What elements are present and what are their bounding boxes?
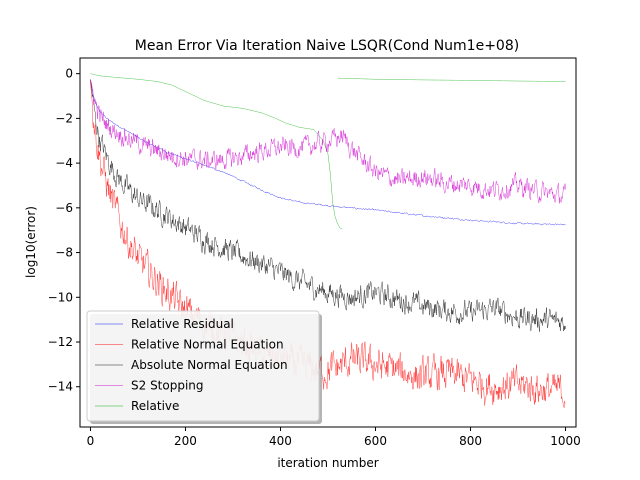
y-axis-ticks: 0 −2 −4 −6 −8 −10 −12 −14 xyxy=(48,67,80,394)
y-tick-label: 0 xyxy=(65,67,73,81)
x-tick-label: 600 xyxy=(364,434,387,448)
y-tick-label: −4 xyxy=(55,156,73,170)
x-tick-label: 800 xyxy=(459,434,482,448)
y-axis-label: log10(error) xyxy=(24,206,38,278)
x-axis-ticks: 0 200 400 600 800 1000 xyxy=(87,427,581,448)
y-tick-label: −14 xyxy=(48,380,73,394)
series-line-4 xyxy=(90,73,343,230)
plot-area xyxy=(79,57,577,428)
series-line-0 xyxy=(90,80,566,226)
legend-entry: Absolute Normal Equation xyxy=(131,358,288,372)
y-tick-label: −10 xyxy=(48,290,73,304)
legend-entry: S2 Stopping xyxy=(131,379,204,393)
series-line-3 xyxy=(90,79,566,204)
series-line-relative-tail xyxy=(337,77,566,82)
x-tick-label: 0 xyxy=(87,434,95,448)
legend-box xyxy=(86,310,320,422)
x-tick-label: 400 xyxy=(269,434,292,448)
y-tick-label: −6 xyxy=(55,201,73,215)
legend-entry: Relative Residual xyxy=(131,317,234,331)
series-group xyxy=(90,73,566,408)
x-axis-label: iteration number xyxy=(277,456,378,470)
legend: Relative Residual Relative Normal Equatio… xyxy=(86,310,322,424)
chart-title: Mean Error Via Iteration Naive LSQR(Cond… xyxy=(135,38,519,54)
series-line-2 xyxy=(90,79,566,332)
legend-entry: Relative Normal Equation xyxy=(131,338,284,352)
series-line-1 xyxy=(90,81,566,408)
axes-frame xyxy=(79,57,577,428)
y-tick-label: −12 xyxy=(48,335,73,349)
y-tick-label: −8 xyxy=(55,246,73,260)
y-tick-label: −2 xyxy=(55,111,73,125)
legend-entry: Relative xyxy=(131,399,179,413)
x-tick-label: 200 xyxy=(174,434,197,448)
x-tick-label: 1000 xyxy=(550,434,581,448)
